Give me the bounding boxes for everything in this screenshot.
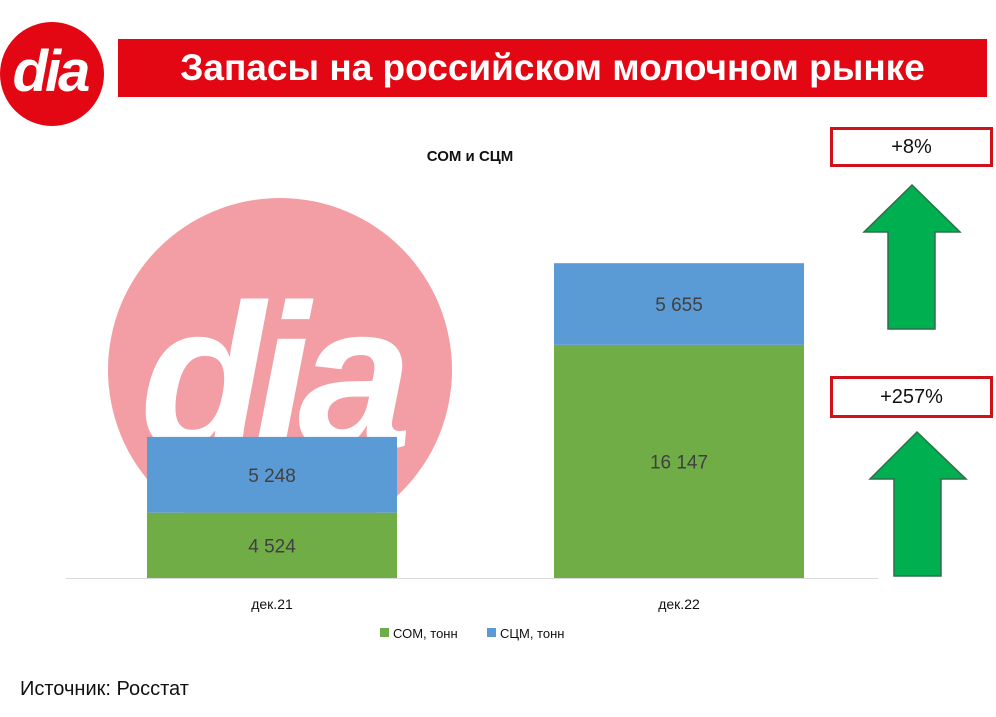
bar-segment [554, 263, 804, 345]
chart-title: СОМ и СЦМ [427, 148, 513, 165]
page-title: Запасы на российском молочном рынке [118, 39, 987, 97]
legend-label: СОМ, тонн [393, 626, 458, 641]
change-badge-bottom: +257% [830, 376, 993, 418]
x-tick-label: дек.21 [251, 596, 293, 612]
legend-swatch [487, 628, 496, 637]
up-arrow-icon [862, 183, 962, 330]
data-label: 4 524 [248, 536, 296, 557]
logo-text: dia [12, 38, 91, 104]
change-badge-top: +8% [830, 127, 993, 167]
bar-segment [147, 512, 397, 578]
x-tick-label: дек.22 [658, 596, 700, 612]
dia-logo: dia [0, 22, 104, 126]
legend-label: СЦМ, тонн [500, 626, 564, 641]
bar-segment [554, 344, 804, 578]
data-label: 5 248 [248, 466, 296, 487]
data-label: 16 147 [650, 452, 708, 473]
bar-segment [147, 436, 397, 513]
source-note: Источник: Росстат [20, 678, 189, 700]
legend-swatch [380, 628, 389, 637]
up-arrow-icon [868, 430, 968, 577]
data-label: 5 655 [655, 295, 703, 316]
